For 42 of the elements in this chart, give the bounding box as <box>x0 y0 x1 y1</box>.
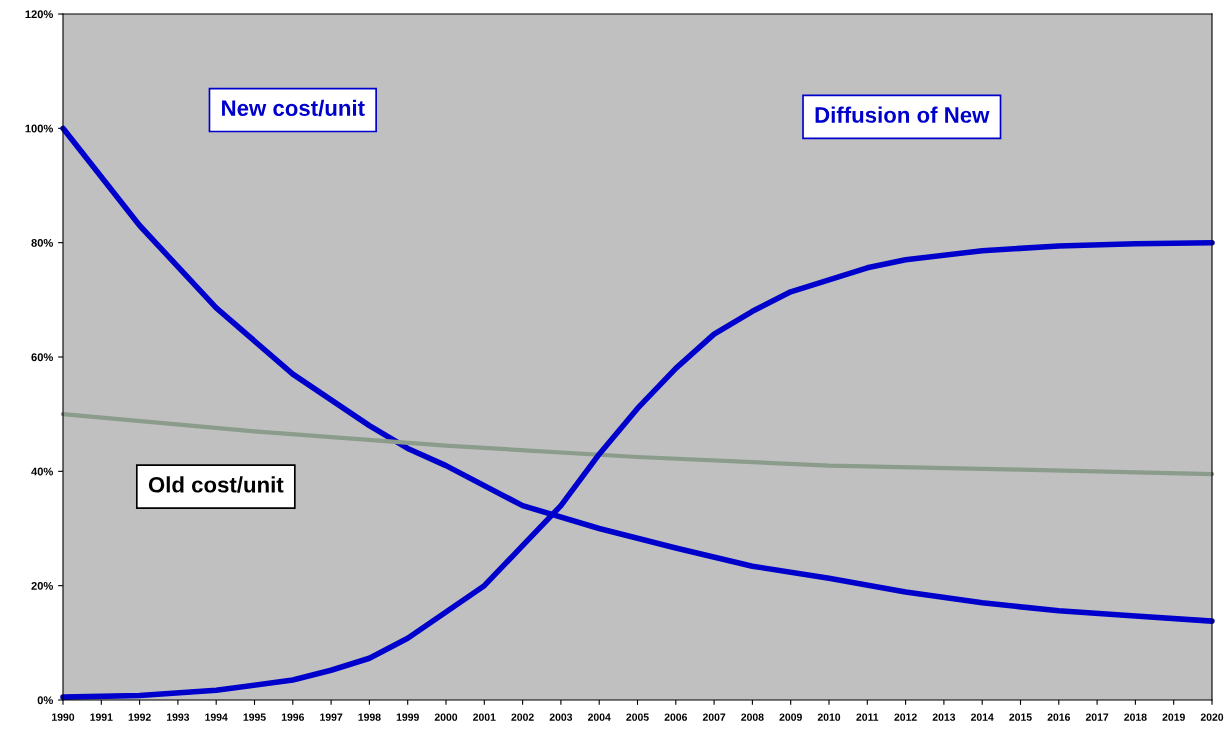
x-tick-label: 2011 <box>856 713 879 721</box>
x-tick-label: 2015 <box>1009 713 1032 721</box>
x-tick-label: 2014 <box>970 713 994 721</box>
x-tick-label: 2007 <box>702 713 726 721</box>
x-tick-label: 2005 <box>626 713 649 721</box>
x-tick-label: 2004 <box>587 713 611 721</box>
x-tick-label: 2013 <box>932 713 956 721</box>
y-tick-label: 40% <box>31 467 53 476</box>
x-tick-label: 1995 <box>243 713 266 721</box>
x-tick-label: 2020 <box>1200 713 1224 721</box>
annotation: New cost/unit <box>222 99 365 117</box>
line-series <box>60 412 1215 477</box>
y-tick-label: 60% <box>31 353 53 362</box>
x-tick-label: 2001 <box>473 713 496 721</box>
x-tick-label: 2017 <box>1085 713 1109 721</box>
x-tick-label: 2000 <box>434 713 458 721</box>
y-tick-label: 80% <box>31 238 53 247</box>
x-tick-label: 2019 <box>1162 713 1185 721</box>
x-tick-label: 1996 <box>281 713 305 721</box>
x-tick-label: 2012 <box>894 713 917 721</box>
x-tick-label: 1992 <box>128 713 151 721</box>
y-tick-label: 20% <box>31 581 53 590</box>
x-tick-label: 2010 <box>817 713 841 721</box>
x-tick-label: 2008 <box>741 713 764 721</box>
x-tick-label: 2006 <box>664 713 688 721</box>
x-tick-label: 1998 <box>358 713 381 721</box>
x-tick-label: 2009 <box>779 713 802 721</box>
x-tick-label: 1991 <box>90 713 113 721</box>
x-tick-label: 1990 <box>52 713 75 721</box>
x-tick-label: 2016 <box>1047 713 1071 721</box>
x-tick-label: 1994 <box>205 713 228 721</box>
x-tick-label: 1999 <box>396 713 419 721</box>
x-tick-label: 2002 <box>511 713 534 721</box>
y-tick-label: 100% <box>25 124 53 133</box>
y-tick-label: 0% <box>37 696 53 705</box>
x-tick-label: 2003 <box>549 713 573 721</box>
x-tick-label: 1993 <box>166 713 190 721</box>
x-tick-label: 1997 <box>320 713 343 721</box>
y-tick-label: 120% <box>25 10 53 19</box>
annotation: Old cost/unit <box>148 476 284 493</box>
x-tick-label: 2018 <box>1124 713 1147 721</box>
annotation: Diffusion of New <box>815 106 990 123</box>
